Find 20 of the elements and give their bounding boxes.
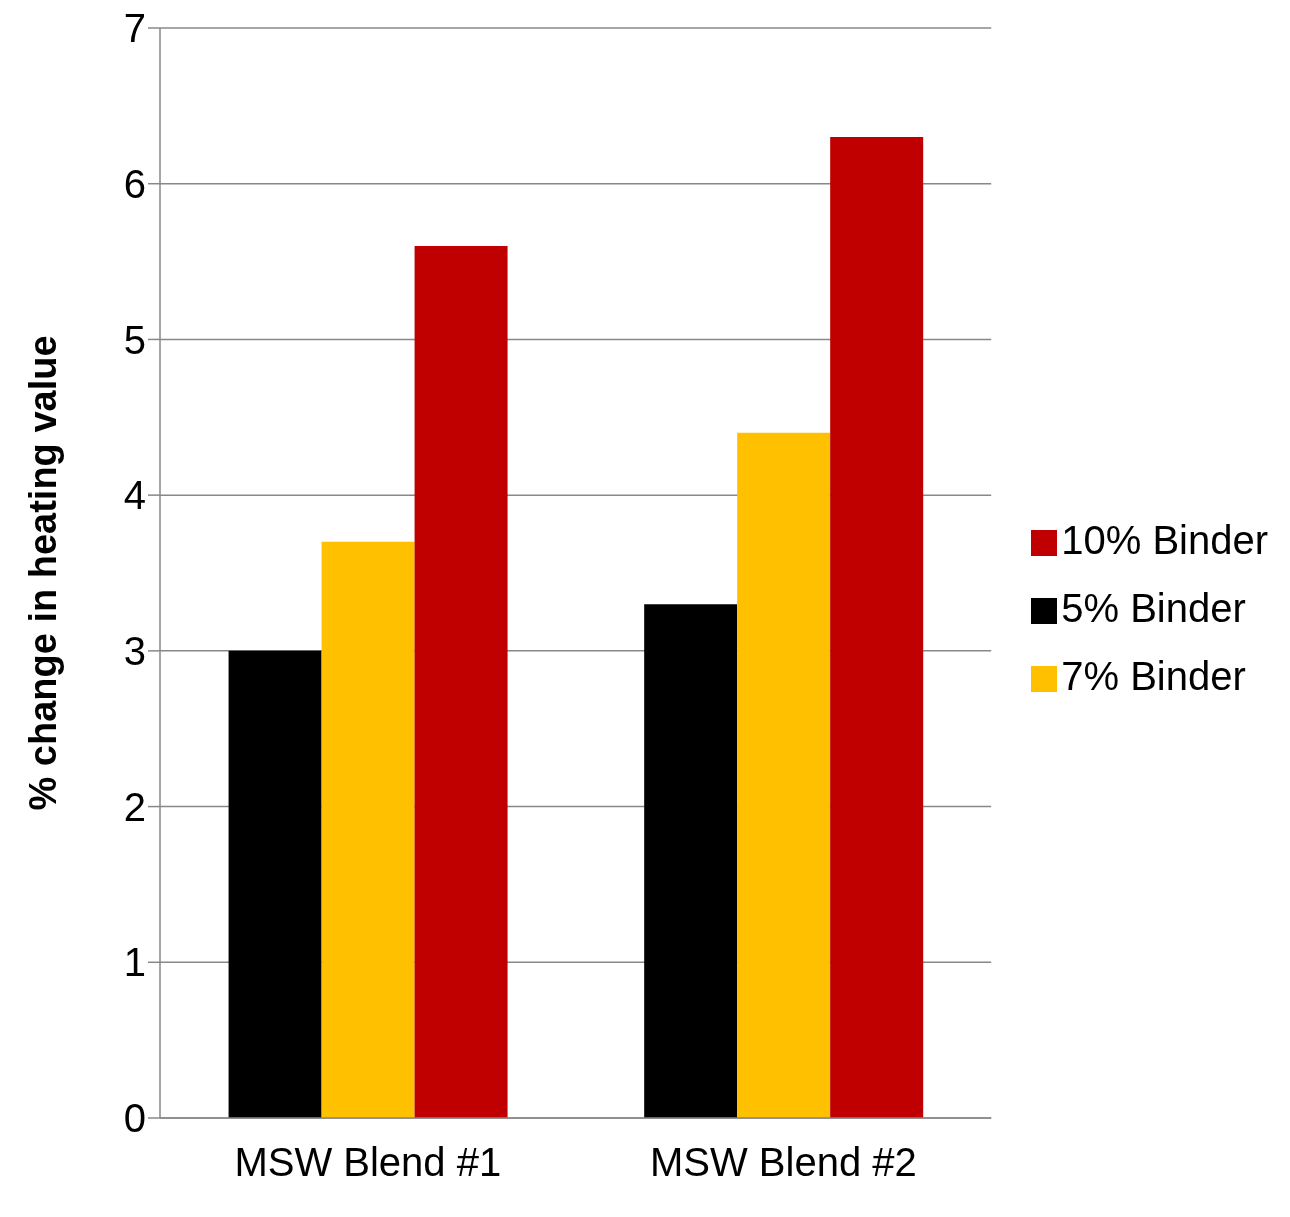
- bar: [830, 137, 924, 1118]
- y-tick-label: 1: [123, 940, 146, 985]
- y-tick-label: 2: [123, 784, 146, 829]
- y-tick-label: 3: [123, 629, 146, 674]
- legend-label: 5% Binder: [1061, 586, 1246, 630]
- y-tick-label: 0: [123, 1096, 146, 1141]
- legend-label: 10% Binder: [1061, 518, 1268, 562]
- bar: [644, 604, 738, 1118]
- x-tick-label: MSW Blend #2: [650, 1140, 917, 1185]
- bar: [321, 541, 415, 1118]
- x-tick-label: MSW Blend #1: [234, 1140, 502, 1185]
- y-tick-label: 7: [123, 6, 146, 51]
- y-tick-label: 5: [123, 317, 146, 362]
- bar: [228, 650, 322, 1118]
- y-tick-label: 4: [123, 473, 146, 518]
- bar: [414, 246, 508, 1118]
- bar: [737, 432, 831, 1118]
- legend-label: 7% Binder: [1061, 654, 1246, 698]
- y-tick-label: 6: [123, 161, 146, 206]
- y-axis-title: % change in heating value: [22, 335, 65, 811]
